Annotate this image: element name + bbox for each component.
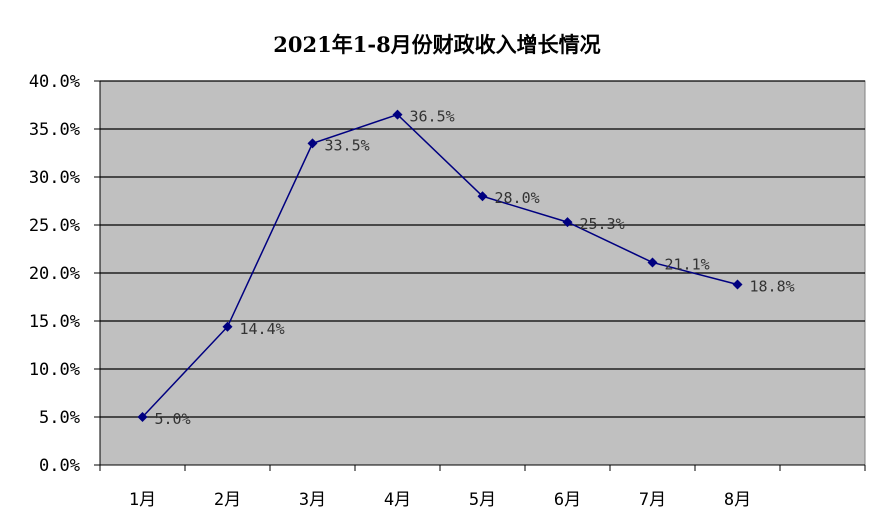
y-tick-label: 5.0% — [39, 408, 80, 428]
y-tick-label: 10.0% — [29, 360, 80, 380]
data-label: 18.8% — [750, 278, 795, 296]
x-tick-label: 2月 — [214, 490, 241, 510]
y-tick-label: 35.0% — [29, 120, 80, 140]
y-tick-label: 40.0% — [29, 72, 80, 92]
gridlines — [100, 80, 865, 418]
x-tick-label: 4月 — [384, 490, 411, 510]
chart-title: 2021年1-8月份财政收入增长情况 — [273, 32, 600, 57]
data-point-marker — [562, 217, 573, 228]
x-tick-label: 8月 — [724, 490, 751, 510]
x-tick-label: 7月 — [639, 490, 666, 510]
data-label: 28.0% — [495, 189, 540, 207]
x-tick-label: 1月 — [129, 490, 156, 510]
data-point-marker — [477, 191, 488, 202]
y-tick-label: 0.0% — [39, 456, 80, 476]
data-point-marker — [392, 109, 403, 120]
data-point-marker — [222, 321, 233, 332]
series-0 — [137, 109, 743, 422]
series-line — [141, 113, 738, 418]
y-tick-label: 15.0% — [29, 312, 80, 332]
data-point-marker — [307, 138, 318, 149]
data-label: 36.5% — [410, 108, 455, 126]
data-labels: 5.0% 14.4% 33.5% 36.5% 28.0% 25.3% 21.1% 18.8% — [155, 108, 795, 428]
data-label: 21.1% — [665, 255, 710, 273]
y-axis-tick-labels: 0.0% 5.0% 10.0% 15.0% 20.0% 25.0% 30.0% 35.0% 40… — [29, 72, 80, 476]
x-tick-label: 6月 — [554, 490, 581, 510]
data-point-marker — [732, 279, 743, 290]
x-tick-label: 3月 — [299, 490, 326, 510]
data-label: 33.5% — [325, 136, 370, 154]
data-label: 25.3% — [580, 215, 625, 233]
x-axis-tick-labels: 1月 2月 3月 4月 5月 6月 7月 8月 — [129, 490, 751, 510]
data-point-marker — [137, 412, 148, 422]
y-tick-label: 30.0% — [29, 168, 80, 188]
y-tick-label: 20.0% — [29, 264, 80, 284]
data-label: 14.4% — [240, 320, 285, 338]
data-label: 5.0% — [155, 410, 191, 428]
axes — [94, 80, 866, 471]
data-point-marker — [647, 257, 658, 268]
y-tick-label: 25.0% — [29, 216, 80, 236]
x-tick-label: 5月 — [469, 490, 496, 510]
